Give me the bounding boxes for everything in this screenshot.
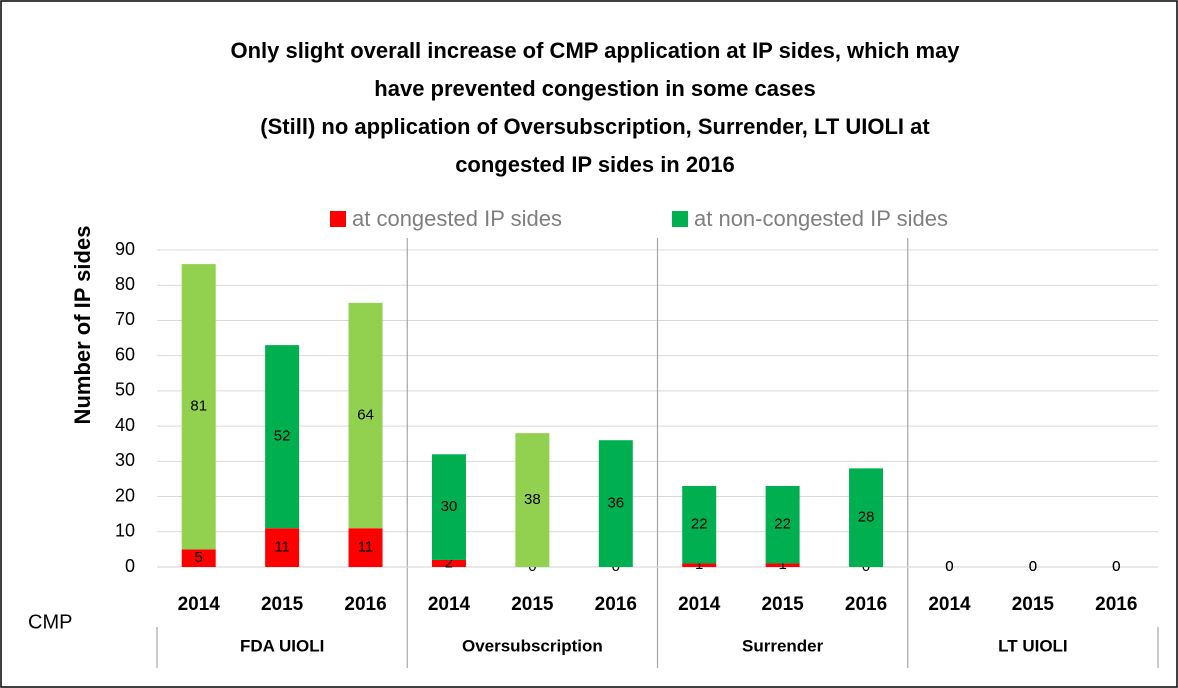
data-label: 38: [524, 491, 541, 508]
bar-segment: [181, 264, 216, 550]
bar-segment: [849, 468, 884, 567]
chart-title: Only slight overall increase of CMP appl…: [230, 38, 960, 63]
x-tick-label: 2014: [678, 594, 721, 615]
y-tick-label: 30: [115, 450, 135, 470]
chart-title: (Still) no application of Oversubscripti…: [260, 114, 930, 139]
data-label: 36: [607, 495, 624, 512]
data-label: 5: [195, 549, 203, 566]
y-tick-label: 10: [115, 521, 135, 541]
bar-segment: [181, 549, 216, 567]
x-tick-label: 2014: [178, 594, 221, 615]
y-axis-label: Number of IP sides: [70, 226, 95, 425]
x-axis-label: CMP: [28, 611, 72, 633]
data-label: 30: [441, 498, 458, 515]
data-label: 0: [945, 558, 953, 575]
bar-segment: [431, 559, 466, 567]
legend-label: at congested IP sides: [352, 206, 562, 231]
group-label: LT UIOLI: [998, 636, 1068, 655]
data-label: 0: [1029, 558, 1037, 575]
y-tick-label: 50: [115, 380, 135, 400]
data-label: 64: [357, 407, 374, 424]
bar-segment: [348, 528, 383, 567]
y-tick-label: 60: [115, 344, 135, 364]
x-tick-label: 2015: [1012, 594, 1055, 615]
y-tick-label: 0: [125, 556, 135, 576]
x-tick-label: 2016: [595, 594, 637, 615]
data-label: 11: [358, 539, 374, 556]
data-label: 81: [190, 398, 207, 415]
y-tick-label: 80: [115, 274, 135, 294]
x-tick-label: 2015: [261, 594, 304, 615]
x-tick-label: 2016: [845, 594, 887, 615]
x-tick-label: 2015: [511, 594, 554, 615]
data-label: 0: [1029, 558, 1037, 575]
bar-segment: [265, 345, 300, 529]
bar-segment: [682, 485, 717, 564]
data-label: 0: [1112, 558, 1120, 575]
bar-segment: [765, 485, 800, 564]
legend-swatch: [330, 211, 346, 227]
x-tick-label: 2016: [344, 594, 386, 615]
legend-label: at non-congested IP sides: [694, 206, 948, 231]
data-label: 1: [695, 556, 703, 573]
bar-segment: [682, 563, 717, 567]
chart-title: congested IP sides in 2016: [455, 152, 735, 177]
x-tick-label: 2014: [928, 594, 971, 615]
data-label: 0: [945, 558, 953, 575]
y-tick-label: 20: [115, 485, 135, 505]
x-tick-label: 2015: [761, 594, 804, 615]
bar-segment: [348, 302, 383, 529]
y-tick-label: 90: [115, 239, 135, 259]
x-tick-label: 2014: [428, 594, 471, 615]
data-label: 1: [778, 556, 786, 573]
x-tick-label: 2016: [1095, 594, 1137, 615]
bar-segment: [265, 528, 300, 567]
data-label: 28: [858, 509, 875, 526]
chart-title: have prevented congestion in some cases: [374, 76, 815, 101]
data-label: 0: [1112, 558, 1120, 575]
legend-swatch: [672, 211, 688, 227]
bar-segment: [765, 563, 800, 567]
y-tick-label: 40: [115, 415, 135, 435]
bar-segment: [515, 433, 550, 567]
data-label: 11: [274, 539, 290, 556]
data-label: 22: [774, 516, 791, 533]
group-label: Oversubscription: [462, 636, 603, 655]
y-tick-label: 70: [115, 309, 135, 329]
bar-segment: [431, 454, 466, 560]
data-label: 2: [445, 554, 453, 571]
data-label: 52: [274, 428, 291, 445]
data-label: 22: [691, 516, 708, 533]
group-label: FDA UIOLI: [240, 636, 324, 655]
bar-segment: [598, 440, 633, 567]
group-label: Surrender: [742, 636, 824, 655]
